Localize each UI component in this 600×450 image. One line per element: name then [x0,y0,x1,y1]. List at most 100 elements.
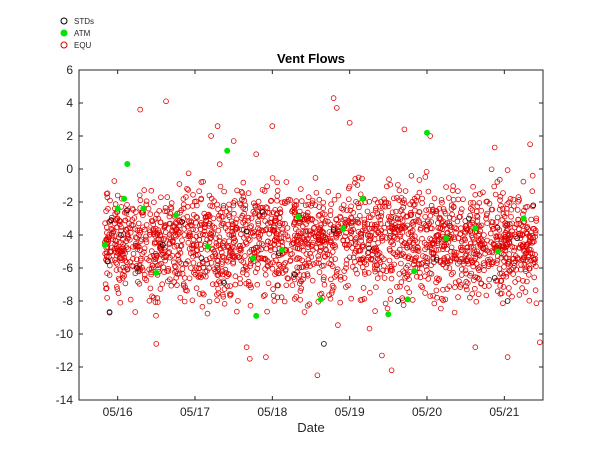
equ-point [364,208,371,215]
equ-point [135,278,141,285]
equ-point [500,284,507,290]
equ-point [156,229,163,236]
equ-point [190,260,197,266]
equ-point [147,254,154,260]
equ-point [242,221,249,228]
equ-point [155,299,161,306]
equ-point [190,226,196,233]
equ-point [504,201,511,207]
equ-point [151,199,157,206]
equ-point [440,206,447,212]
equ-point [248,223,255,229]
equ-point [213,281,220,288]
equ-point [440,246,446,253]
equ-point [245,190,252,196]
equ-point [230,138,237,144]
equ-point [132,270,139,277]
equ-point [270,292,277,299]
equ-point [507,268,513,275]
equ-point [496,206,503,213]
equ-point [211,224,218,231]
equ-point [134,243,141,249]
y-tick-label: -12 [56,360,74,374]
equ-point [274,193,281,199]
equ-point [372,207,379,214]
atm-point [172,212,179,219]
equ-point [503,273,510,280]
equ-point [273,234,280,240]
equ-point [142,275,148,282]
equ-point [425,276,432,282]
equ-point [304,302,311,309]
equ-point [520,254,527,261]
equ-point [450,269,456,276]
equ-point [469,291,476,297]
equ-point [298,198,305,204]
equ-point [237,245,244,252]
equ-point [422,174,429,180]
stds-point [259,209,266,215]
equ-point [293,226,299,233]
equ-point [470,277,477,283]
atm-point [411,268,418,275]
equ-point [419,235,425,242]
equ-point [102,250,108,257]
equ-point [498,202,504,209]
equ-point [342,220,349,226]
equ-point [264,262,271,269]
equ-point [271,298,278,304]
equ-point [143,277,150,283]
equ-point [198,196,204,203]
equ-point [505,261,512,267]
equ-point [163,98,169,105]
equ-point [117,266,123,273]
equ-point [396,187,403,194]
equ-point [532,227,539,234]
equ-point [146,266,152,273]
equ-point [225,243,232,249]
equ-point [460,236,466,243]
equ-point [471,285,478,292]
equ-point [506,251,513,257]
equ-point [498,239,505,245]
equ-point [379,204,386,210]
equ-point [366,325,373,332]
equ-point [414,247,420,253]
equ-point [270,259,276,266]
equ-point [434,238,440,245]
equ-point [293,294,300,300]
stds-point [106,309,113,316]
equ-point [279,226,286,233]
x-axis-ticks: 05/16 05/17 05/18 05/19 05/20 05/21 [103,70,520,419]
equ-point [228,246,234,252]
equ-point [109,233,115,239]
equ-point [247,302,254,309]
equ-point [196,188,202,195]
x-axis-title: Date [297,420,324,435]
equ-point [194,214,200,221]
equ-point [140,212,146,219]
equ-point [375,240,381,246]
equ-point [450,183,457,189]
equ-point [424,244,430,251]
equ-point [104,295,110,301]
equ-point [169,227,176,233]
equ-point [416,177,423,183]
equ-point [129,217,136,223]
equ-point [190,192,196,198]
equ-point [475,291,482,298]
equ-point [185,187,191,193]
equ-point [122,280,129,287]
equ-point [336,230,342,237]
atm-point [385,311,392,318]
equ-point [203,273,209,280]
equ-point [422,214,428,220]
equ-point [470,200,477,206]
equ-point [319,263,325,269]
equ-point [258,255,265,262]
equ-point [269,226,276,233]
equ-point [165,268,172,274]
stds-point [330,227,337,233]
equ-point [410,247,416,253]
equ-point [108,244,115,251]
